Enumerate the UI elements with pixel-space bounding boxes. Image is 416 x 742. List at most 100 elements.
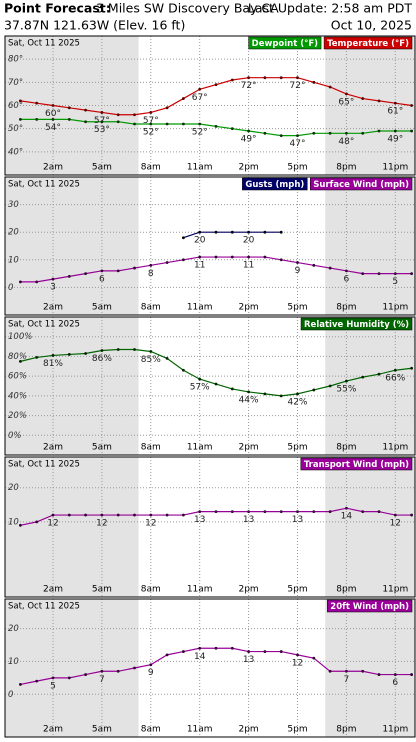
y-tick-label: 0% xyxy=(8,431,22,441)
data-point xyxy=(51,354,55,357)
value-label: 72° xyxy=(241,81,257,91)
data-point xyxy=(361,510,365,514)
y-tick-label: 40° xyxy=(8,147,23,157)
data-point xyxy=(67,353,71,356)
data-point xyxy=(345,269,348,273)
x-tick-label: 11am xyxy=(187,163,213,173)
data-point xyxy=(296,653,299,657)
data-point xyxy=(312,510,316,514)
night-shade xyxy=(5,177,139,315)
data-point xyxy=(247,255,251,259)
value-label: 12 xyxy=(96,519,107,529)
y-tick-label: 10 xyxy=(8,517,19,527)
value-label: 86% xyxy=(92,354,112,364)
data-point xyxy=(214,83,218,87)
data-point xyxy=(410,513,413,517)
value-label: 12 xyxy=(145,519,156,529)
data-point xyxy=(328,669,332,673)
night-shade xyxy=(5,317,139,455)
data-point xyxy=(19,523,22,527)
data-point xyxy=(19,683,22,686)
data-point xyxy=(19,99,22,103)
value-label: 61° xyxy=(387,107,403,117)
value-label: 13 xyxy=(243,655,254,665)
data-point xyxy=(51,118,55,121)
data-point xyxy=(296,392,299,396)
x-tick-label: 8pm xyxy=(336,725,356,735)
y-tick-label: 100% xyxy=(8,332,32,342)
x-tick-label: 2pm xyxy=(238,585,258,595)
value-label: 12 xyxy=(390,519,401,529)
y-tick-label: 20 xyxy=(8,228,19,238)
data-point xyxy=(51,676,55,680)
value-label: 6 xyxy=(344,274,350,284)
data-point xyxy=(361,131,365,135)
data-point xyxy=(393,272,397,275)
data-point xyxy=(377,272,381,275)
data-point xyxy=(165,261,169,264)
x-tick-label: 5am xyxy=(92,443,112,453)
data-point xyxy=(312,263,316,267)
data-point xyxy=(296,261,299,264)
panel-date: Sat, Oct 11 2025 xyxy=(8,180,80,190)
value-label: 65° xyxy=(338,97,354,107)
data-point xyxy=(35,679,39,683)
data-point xyxy=(198,230,202,234)
x-tick-label: 2pm xyxy=(238,725,258,735)
data-point xyxy=(100,669,104,673)
data-point xyxy=(198,255,202,259)
value-label: 12 xyxy=(47,519,58,529)
data-point xyxy=(149,350,153,353)
y-tick-label: 10 xyxy=(8,255,19,265)
data-point xyxy=(247,76,251,80)
data-point xyxy=(182,236,185,240)
data-point xyxy=(345,669,348,673)
x-tick-label: 2am xyxy=(43,163,63,173)
data-point xyxy=(182,122,185,126)
value-label: 66% xyxy=(385,374,405,384)
data-point xyxy=(410,104,413,107)
data-point xyxy=(328,85,332,89)
data-point xyxy=(133,666,136,670)
data-point xyxy=(198,122,202,126)
value-label: 67° xyxy=(192,93,208,103)
panel-date: Sat, Oct 11 2025 xyxy=(8,39,80,49)
legend-swatch xyxy=(310,177,413,191)
night-shade xyxy=(5,457,139,597)
x-tick-label: 5am xyxy=(92,163,112,173)
header-title: Point Forecast: xyxy=(4,1,111,16)
x-tick-label: 8am xyxy=(141,725,161,735)
panel-border xyxy=(4,598,416,738)
panel-date: Sat, Oct 11 2025 xyxy=(8,320,80,330)
data-point xyxy=(165,653,169,657)
y-tick-label: 20 xyxy=(8,483,19,493)
data-point xyxy=(312,388,316,392)
value-label: 60° xyxy=(45,109,61,119)
value-label: 3 xyxy=(50,283,56,293)
x-tick-label: 2am xyxy=(43,303,63,313)
y-tick-label: 70° xyxy=(8,78,23,88)
value-label: 81% xyxy=(43,359,63,369)
data-point xyxy=(100,111,104,114)
night-shade xyxy=(325,36,415,175)
data-point xyxy=(361,97,365,100)
data-point xyxy=(312,80,316,84)
data-point xyxy=(67,118,71,121)
data-point xyxy=(84,108,87,112)
legend-label: Transport Wind (mph) xyxy=(304,460,409,470)
y-tick-label: 20 xyxy=(8,624,19,634)
data-point xyxy=(116,120,120,124)
x-tick-label: 8am xyxy=(141,163,161,173)
data-point xyxy=(345,506,348,510)
value-label: 6 xyxy=(392,678,398,688)
y-tick-label: 60° xyxy=(8,101,23,111)
value-label: 8 xyxy=(148,269,154,279)
data-point xyxy=(100,120,104,124)
data-point xyxy=(328,510,332,514)
data-point xyxy=(377,129,381,133)
data-point xyxy=(165,122,169,126)
data-point xyxy=(214,382,218,386)
value-label: 9 xyxy=(148,668,154,678)
value-label: 85% xyxy=(141,355,161,365)
